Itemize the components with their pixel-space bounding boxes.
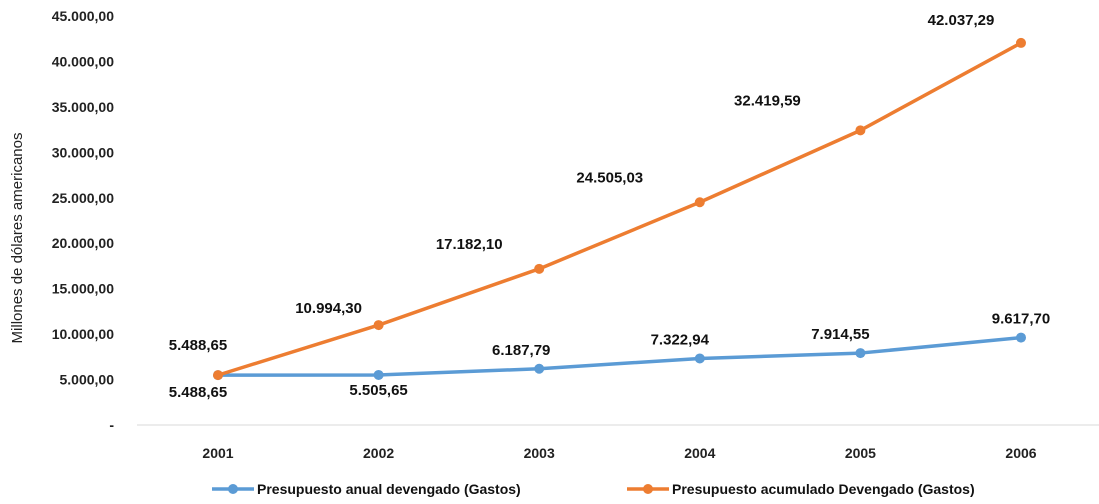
x-tick-label: 2003: [524, 445, 555, 461]
x-axis-ticks: 2001 2002 2003 2004 2005 2006: [202, 445, 1036, 461]
data-point: [213, 370, 223, 381]
data-label: 5.488,65: [169, 337, 227, 354]
data-point: [1016, 332, 1026, 343]
y-axis-ticks: - 5.000,00 10.000,00 15.000,00 20.000,00 25.0…: [52, 8, 115, 433]
y-tick-label: 25.000,00: [52, 190, 114, 206]
data-labels-layer: 5.488,65 5.505,65 6.187,79 7.322,94 7.914,55…: [169, 12, 1050, 401]
y-tick-label: 45.000,00: [52, 8, 114, 24]
data-point: [694, 197, 705, 208]
data-label: 17.182,10: [436, 236, 503, 253]
data-point: [373, 369, 384, 380]
data-label: 5.505,65: [349, 382, 407, 399]
data-label: 32.419,59: [734, 92, 801, 109]
legend-swatch-marker: [643, 484, 653, 494]
data-label: 9.617,70: [992, 311, 1050, 328]
x-tick-label: 2006: [1005, 445, 1036, 461]
legend: Presupuesto anual devengado (Gastos) Pres…: [212, 481, 975, 497]
data-point: [534, 363, 545, 374]
data-label: 42.037,29: [928, 12, 995, 29]
y-tick-label: 30.000,00: [52, 144, 114, 160]
y-tick-label: 35.000,00: [52, 99, 114, 115]
y-tick-label: 20.000,00: [52, 235, 114, 251]
data-label: 6.187,79: [492, 342, 550, 359]
data-label: 5.488,65: [169, 384, 227, 401]
data-point: [534, 263, 545, 274]
data-point: [373, 320, 384, 331]
data-point: [855, 125, 866, 136]
y-tick-label: 10.000,00: [52, 326, 114, 342]
x-tick-label: 2002: [363, 445, 394, 461]
data-label: 10.994,30: [295, 300, 362, 317]
series-line-1: [216, 335, 1023, 377]
y-tick-label: 40.000,00: [52, 53, 114, 69]
data-point: [1016, 37, 1026, 48]
y-axis-label: Millones de dólares americanos: [9, 133, 26, 344]
y-tick-label: -: [109, 417, 114, 433]
legend-swatch-marker: [228, 484, 238, 494]
x-tick-label: 2001: [202, 445, 233, 461]
data-label: 24.505,03: [576, 169, 643, 186]
legend-entry-label: Presupuesto anual devengado (Gastos): [257, 481, 521, 497]
data-label: 7.322,94: [651, 331, 710, 348]
legend-entry-label: Presupuesto acumulado Devengado (Gastos): [672, 481, 975, 497]
series-line-2: [216, 41, 1023, 377]
data-label: 7.914,55: [811, 326, 869, 343]
series-layer: [213, 37, 1026, 381]
x-tick-label: 2004: [684, 445, 715, 461]
y-tick-label: 5.000,00: [60, 372, 115, 388]
data-point: [855, 348, 866, 359]
y-tick-label: 15.000,00: [52, 281, 114, 297]
data-point: [694, 353, 705, 364]
x-tick-label: 2005: [845, 445, 876, 461]
